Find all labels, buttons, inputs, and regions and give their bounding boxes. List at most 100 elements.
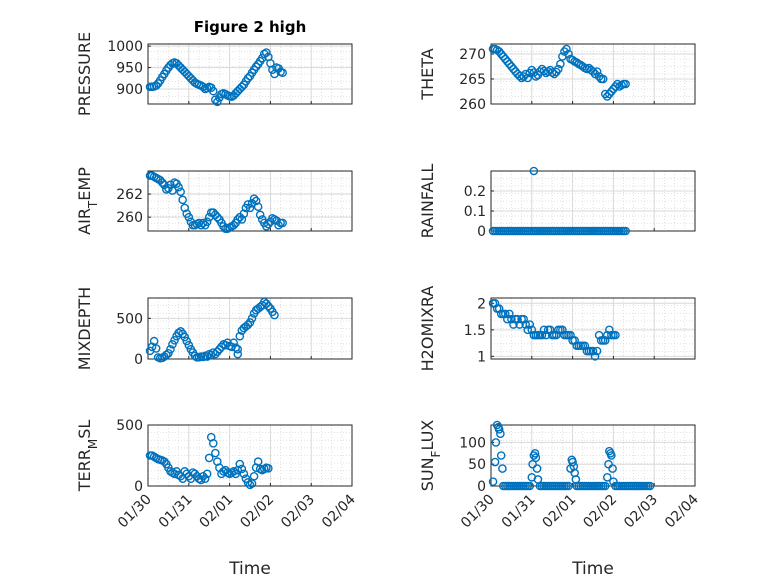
data-point [519,314,528,324]
data-point [539,325,549,335]
data-point [602,330,612,340]
panel-terr-msl: 0 500 01/30 01/31 02/01 02/02 02/03 02/04 TERRMS… [75,418,359,531]
data-point [184,340,194,350]
data-point [519,72,528,81]
data-point [243,320,253,330]
data-point [554,64,563,74]
data-point [229,467,238,476]
data-point [588,346,598,356]
data-point [507,62,516,71]
panel-mixdepth: 0 500 MIXDEPTH [75,287,353,370]
data-point [535,67,545,76]
data-point [580,341,590,351]
data-point [253,202,263,212]
data-point [268,65,277,75]
series-markers [145,48,287,107]
data-point [525,320,535,329]
y-axis-label: RAINFALL [418,164,437,239]
data-point [184,212,194,222]
data-point [176,327,185,336]
data-point [237,82,247,92]
y-tick-label: 100 [459,435,486,451]
data-point [278,218,287,228]
data-point [525,481,535,491]
data-point [198,82,208,92]
data-point [549,69,559,79]
data-point [491,438,501,447]
y-tick-label: 265 [459,72,486,88]
series-markers [488,299,620,361]
data-point [204,453,214,463]
data-point [545,325,555,335]
data-point [551,330,561,340]
x-tick-label: 02/02 [580,492,620,532]
y-tick-label: 1.5 [464,323,486,339]
data-point [208,86,218,96]
data-point [151,344,161,353]
data-point [251,62,261,72]
data-point [157,178,167,187]
data-point [264,464,273,473]
x-tick-label: 02/04 [319,491,359,531]
data-point [239,469,249,479]
data-point [178,195,187,205]
data-point [160,457,169,466]
data-point [505,309,514,319]
axes-box [147,297,353,360]
data-point [527,325,537,335]
x-tick-label: 02/03 [278,492,318,532]
data-point [190,351,200,361]
data-point [264,219,273,229]
data-point [168,340,177,349]
data-point [503,314,512,324]
data-point [217,342,226,352]
y-tick-label: 900 [116,82,143,98]
y-tick-label: 0 [477,224,486,240]
y-tick-label: 260 [459,97,486,113]
data-point [621,226,630,236]
data-point [523,73,533,83]
data-point [251,196,261,206]
data-point [592,346,602,356]
data-point [233,349,243,359]
axes-box [490,43,696,105]
y-tick-label: 950 [116,61,143,77]
grid [491,425,695,487]
data-point [147,342,157,352]
x-tick-label: 02/02 [237,492,277,532]
grid [491,298,695,359]
x-tick-label: 02/01 [540,492,580,532]
data-point [600,336,610,345]
figure-title: Figure 2 high [194,18,307,36]
data-point [531,72,541,81]
data-point [556,59,565,69]
y-tick-label: 0.1 [464,204,486,220]
data-point [151,81,161,90]
data-point [588,67,598,76]
data-point [521,320,530,329]
data-point [213,97,222,107]
data-point [541,330,551,340]
data-point [182,336,192,346]
data-point [564,481,573,491]
y-tick-label: 500 [116,311,143,327]
data-point [221,340,230,350]
data-point [498,464,507,473]
data-point [494,304,504,313]
data-point [262,48,271,57]
axes-box [147,43,353,105]
y-axis-label: AIRTEMP [75,167,100,235]
data-point [531,453,541,462]
axes-box [147,170,353,232]
data-point [529,166,539,176]
data-point [566,330,575,340]
y-tick-label: 260 [116,210,143,226]
data-point [233,215,243,224]
data-point [229,220,238,230]
data-point [257,53,267,63]
data-point [607,87,616,96]
panel-air-temp: 260 262 AIRTEMP [75,167,353,235]
data-point [509,64,518,74]
data-point [249,471,259,481]
